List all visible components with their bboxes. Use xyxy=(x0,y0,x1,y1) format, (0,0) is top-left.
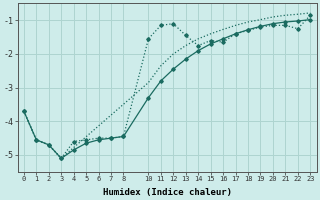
X-axis label: Humidex (Indice chaleur): Humidex (Indice chaleur) xyxy=(103,188,232,197)
